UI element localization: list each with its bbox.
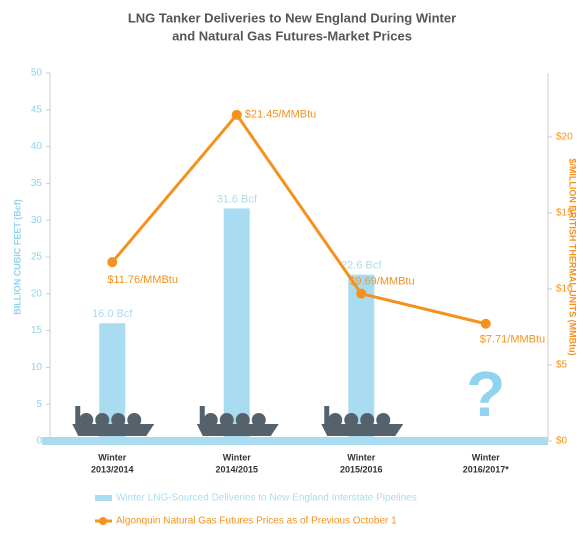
ship-icon	[321, 424, 404, 436]
baseline	[42, 437, 548, 445]
x-tick-label: Winter	[223, 452, 251, 462]
y2-tick-label: $10	[556, 284, 573, 295]
y-tick-label: 40	[31, 141, 43, 152]
ship-tank	[203, 413, 218, 427]
y-tick-label: 5	[36, 399, 42, 410]
y-tick-label: 45	[31, 104, 43, 115]
ship-tank	[95, 413, 110, 427]
ship-icon	[72, 424, 155, 436]
annotation: ?	[466, 358, 505, 430]
x-tick-label: 2016/2017*	[463, 464, 510, 474]
chart-title: and Natural Gas Futures-Market Prices	[172, 28, 412, 43]
bar	[223, 208, 250, 441]
ship-tank	[251, 413, 266, 427]
y-tick-label: 15	[31, 325, 43, 336]
x-tick-label: 2014/2015	[215, 464, 258, 474]
ship-bridge	[324, 406, 330, 424]
ship-tank	[328, 413, 343, 427]
bar-value-label: 22.6 Bcf	[341, 260, 382, 272]
ship-tank	[111, 413, 126, 427]
y2-tick-label: $5	[556, 360, 568, 371]
y2-tick-label: $20	[556, 132, 573, 143]
line-value-label: $21.45/MMBtu	[245, 109, 317, 121]
ship-icon	[196, 424, 279, 436]
y-tick-label: 35	[31, 178, 43, 189]
legend-swatch-dot	[99, 517, 107, 525]
y-tick-label: 0	[36, 436, 42, 447]
y-tick-label: 50	[31, 68, 43, 79]
ship-bridge	[199, 406, 205, 424]
y-tick-label: 10	[31, 362, 43, 373]
ship-tank	[376, 413, 391, 427]
y2-tick-label: $15	[556, 208, 573, 219]
ship-tank	[360, 413, 375, 427]
line-point	[107, 257, 118, 268]
ship-bridge	[75, 406, 81, 424]
line-value-label: $7.71/MMBtu	[480, 334, 545, 346]
y-tick-label: 20	[31, 288, 43, 299]
x-tick-label: Winter	[98, 452, 126, 462]
y2-tick-label: $0	[556, 436, 568, 447]
line-point	[480, 318, 491, 329]
bar-value-label: 16.0 Bcf	[92, 308, 133, 320]
x-tick-label: Winter	[347, 452, 375, 462]
chart-title: LNG Tanker Deliveries to New England Dur…	[128, 10, 456, 25]
ship-tank	[127, 413, 142, 427]
ship-tank	[79, 413, 94, 427]
x-tick-label: 2015/2016	[340, 464, 383, 474]
ship-tank	[344, 413, 359, 427]
line-point	[356, 288, 367, 299]
bar-value-label: 31.6 Bcf	[217, 193, 258, 205]
legend-label: Algonquin Natural Gas Futures Prices as …	[116, 516, 397, 527]
y2-axis-label: $/MILLION BRITISH THERMAL UNITS (MMBtu)	[568, 158, 578, 355]
legend-label: Winter LNG-Sourced Deliveries to New Eng…	[116, 493, 417, 504]
ship-tank	[219, 413, 234, 427]
line	[111, 112, 487, 326]
y-tick-label: 30	[31, 215, 43, 226]
line-point	[231, 109, 242, 120]
ship-tank	[235, 413, 250, 427]
x-tick-label: 2013/2014	[91, 464, 134, 474]
line-value-label: $11.76/MMBtu	[107, 274, 178, 286]
x-tick-label: Winter	[472, 452, 500, 462]
y-tick-label: 25	[31, 252, 43, 263]
y-axis-label: BILLION CUBIC FEET (Bcf)	[12, 199, 22, 315]
line-value-label: $9.69/MMBtu	[349, 276, 414, 288]
